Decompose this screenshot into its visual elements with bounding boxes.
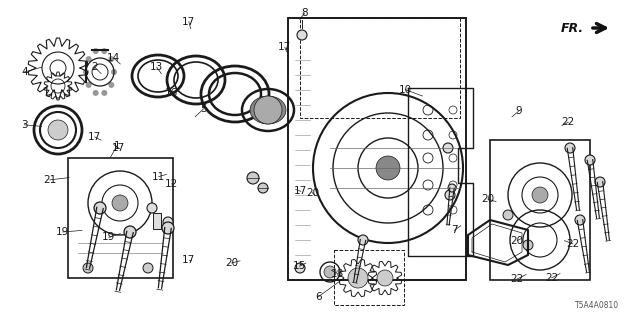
Circle shape [443, 143, 453, 153]
Text: 14: 14 [108, 53, 120, 63]
Circle shape [163, 217, 173, 227]
Circle shape [93, 48, 99, 54]
Text: 1: 1 [114, 140, 120, 151]
Text: 20: 20 [306, 188, 319, 198]
Text: 9: 9 [515, 106, 522, 116]
Bar [334, 250, 404, 305]
Text: 5: 5 [200, 104, 207, 114]
Circle shape [523, 240, 533, 250]
Circle shape [108, 56, 115, 62]
Circle shape [247, 172, 259, 184]
Circle shape [448, 184, 456, 192]
Circle shape [93, 90, 99, 96]
Text: 11: 11 [152, 172, 165, 182]
Circle shape [585, 155, 595, 165]
Circle shape [324, 266, 336, 278]
Circle shape [108, 82, 115, 88]
Bar [288, 18, 466, 280]
Text: 20: 20 [481, 194, 494, 204]
Text: 16: 16 [165, 88, 178, 98]
Circle shape [143, 263, 153, 273]
Text: 19: 19 [102, 232, 115, 243]
Text: 4: 4 [21, 67, 28, 77]
Circle shape [377, 270, 393, 286]
Circle shape [575, 215, 585, 225]
Text: FR.: FR. [561, 21, 584, 35]
Circle shape [295, 263, 305, 273]
Text: 18: 18 [332, 268, 344, 279]
Text: 17: 17 [112, 143, 125, 153]
Circle shape [162, 222, 174, 234]
Bar [153, 213, 161, 229]
Circle shape [112, 195, 128, 211]
Circle shape [565, 143, 575, 153]
Circle shape [86, 82, 92, 88]
Circle shape [376, 156, 400, 180]
Text: 22: 22 [566, 239, 579, 249]
Circle shape [48, 120, 68, 140]
Circle shape [254, 96, 282, 124]
Text: 12: 12 [165, 179, 178, 189]
Text: 19: 19 [56, 227, 69, 237]
Circle shape [595, 177, 605, 187]
Circle shape [101, 48, 108, 54]
Text: 17: 17 [88, 132, 101, 142]
Text: 22: 22 [562, 117, 575, 127]
Bar [68, 158, 173, 278]
Bar [288, 18, 466, 280]
Circle shape [86, 56, 92, 62]
Text: 8: 8 [301, 8, 308, 19]
Text: 3: 3 [21, 120, 28, 130]
Circle shape [258, 183, 268, 193]
Text: 10: 10 [399, 84, 412, 95]
Circle shape [297, 30, 307, 40]
Circle shape [111, 69, 117, 75]
Circle shape [532, 187, 548, 203]
Circle shape [147, 203, 157, 213]
Circle shape [94, 202, 106, 214]
Text: 17: 17 [182, 17, 195, 27]
Circle shape [83, 69, 89, 75]
Text: 17: 17 [182, 255, 195, 265]
Text: 20: 20 [225, 258, 238, 268]
Text: 17: 17 [278, 42, 291, 52]
Text: 20: 20 [511, 236, 524, 246]
Circle shape [124, 226, 136, 238]
Circle shape [101, 90, 108, 96]
Ellipse shape [250, 96, 286, 124]
Text: 15: 15 [293, 261, 306, 271]
Text: 6: 6 [315, 292, 321, 302]
Circle shape [348, 268, 368, 288]
Circle shape [358, 235, 368, 245]
Circle shape [83, 263, 93, 273]
Text: 17: 17 [294, 186, 307, 196]
Circle shape [503, 210, 513, 220]
Text: 7: 7 [451, 225, 458, 236]
Text: 22: 22 [545, 273, 558, 283]
Text: 13: 13 [150, 62, 163, 72]
Text: 21: 21 [44, 175, 56, 185]
Text: 2: 2 [92, 62, 98, 72]
Circle shape [445, 190, 455, 200]
Text: T5A4A0810: T5A4A0810 [575, 300, 619, 309]
Bar [300, 18, 460, 118]
Text: 22: 22 [511, 274, 524, 284]
Bar [490, 140, 590, 280]
